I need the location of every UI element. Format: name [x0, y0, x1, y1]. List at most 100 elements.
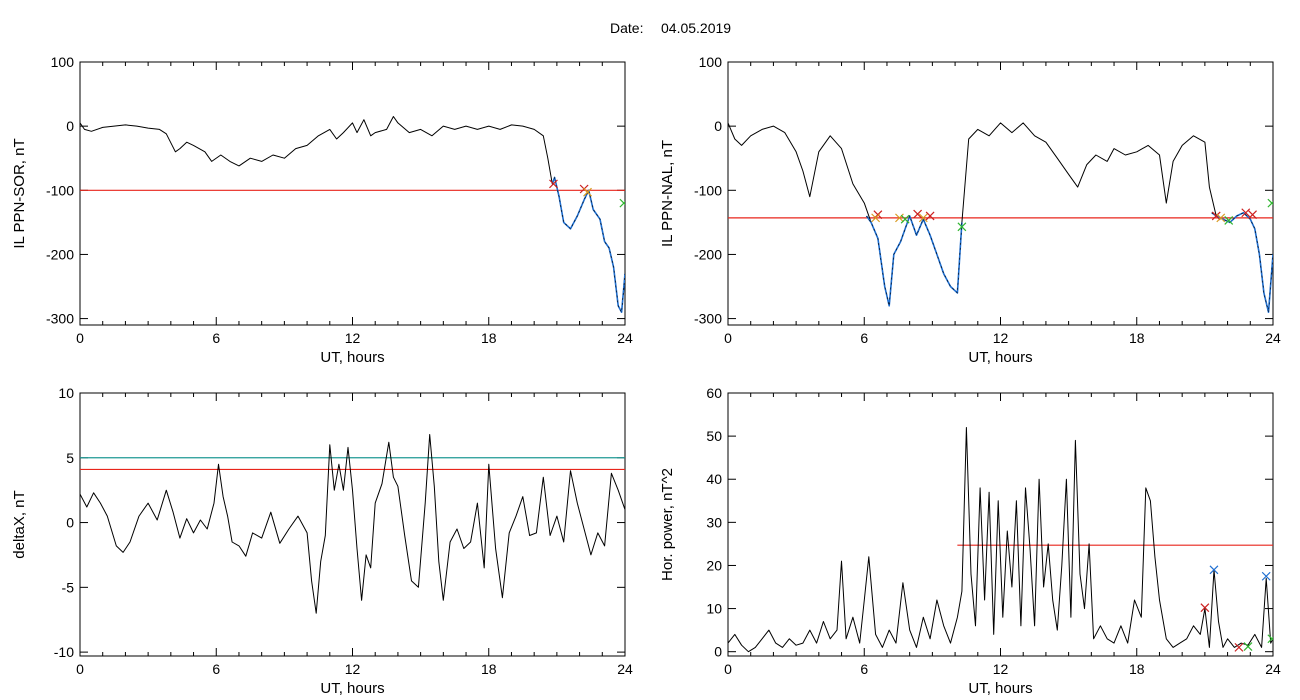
il-ppn-nal-data-layer: [728, 122, 1273, 314]
deltax-xtick-label: 24: [617, 661, 633, 677]
il-ppn-nal-series-line: [728, 122, 1273, 313]
il-ppn-sor-event-marker: [549, 179, 558, 189]
il-ppn-nal-event-marker-stroke: [1216, 213, 1226, 223]
il-ppn-nal-event-marker-stroke: [1248, 210, 1257, 220]
deltax-xlabel: UT, hours: [320, 680, 384, 697]
il-ppn-nal-event-segment-dash: [1211, 212, 1273, 313]
il-ppn-nal-event-marker: [1216, 213, 1226, 223]
il-ppn-nal-xlabel: UT, hours: [968, 349, 1032, 366]
il-ppn-nal-event-marker: [957, 222, 967, 232]
hor-power-event-marker-stroke: [1261, 571, 1271, 581]
hor-power-ytick-label: 50: [706, 428, 722, 444]
il-ppn-sor-xlabel: UT, hours: [320, 349, 384, 366]
hor-power-plot-frame: [727, 392, 1274, 657]
deltax-ytick-label: -10: [54, 644, 74, 660]
figure-title-prefix: Date:: [610, 20, 643, 36]
hor-power-series-line: [728, 427, 1273, 653]
hor-power-ytick-label: 20: [706, 557, 722, 573]
il-ppn-nal-event-marker: [925, 211, 935, 221]
hor-power-event-marker: [1243, 642, 1253, 651]
il-ppn-nal-ytick-label: -200: [694, 246, 722, 262]
il-ppn-sor-event-segment: [551, 176, 625, 314]
il-ppn-sor-ytick-label: -300: [46, 311, 74, 327]
il-ppn-nal-event-marker: [918, 213, 928, 223]
il-ppn-nal-event-marker: [871, 213, 881, 223]
deltax-xtick-label: 18: [481, 661, 497, 677]
hor-power-event-marker: [1261, 571, 1271, 581]
il-ppn-nal-event-marker-stroke: [1211, 211, 1221, 221]
il-ppn-nal-ylabel: IL PPN-NAL, nT: [659, 140, 676, 247]
il-ppn-nal-event-marker-stroke: [871, 213, 881, 223]
il-ppn-nal-event-marker-stroke: [957, 222, 967, 232]
hor-power-event-marker-stroke: [1209, 565, 1219, 575]
il-ppn-nal-event-marker: [1267, 198, 1273, 208]
hor-power-event-marker: [1200, 603, 1210, 613]
il-ppn-sor-ytick-label: 100: [51, 54, 75, 70]
hor-power-xtick-label: 0: [724, 661, 732, 677]
il-ppn-sor-event-segment-dash: [552, 176, 625, 314]
deltax-ytick-label: 10: [58, 385, 74, 401]
deltax-xtick-label: 12: [345, 661, 361, 677]
deltax-ytick-label: 0: [66, 515, 74, 531]
panel-il-ppn-nal: 0 6 12 18 24 100 0 -100 -200 -300 UT, hours IL PPN-…: [659, 54, 1281, 366]
il-ppn-nal-event-marker-stroke: [1241, 208, 1251, 218]
hor-power-xlabel: UT, hours: [968, 680, 1032, 697]
panel-deltax: 0 6 12 18 24 10 5 0 -5 -10 UT, hours deltaX, nT: [11, 385, 633, 697]
il-ppn-nal-event-segment-dash: [866, 215, 963, 306]
il-ppn-nal-event-marker: [1248, 210, 1257, 220]
il-ppn-nal-xtick-label: 12: [993, 330, 1009, 346]
il-ppn-nal-ytick-label: -300: [694, 311, 722, 327]
il-ppn-nal-event-marker-stroke: [913, 209, 923, 219]
deltax-xtick-label: 6: [212, 661, 220, 677]
il-ppn-sor-data-layer: [80, 116, 625, 314]
hor-power-xtick-label: 6: [860, 661, 868, 677]
il-ppn-nal-xtick-label: 24: [1265, 330, 1281, 346]
il-ppn-sor-xtick-label: 24: [617, 330, 633, 346]
il-ppn-nal-event-marker: [895, 213, 904, 223]
il-ppn-nal-ytick-label: -100: [694, 182, 722, 198]
il-ppn-nal-xtick-label: 0: [724, 330, 732, 346]
deltax-ytick-label: 5: [66, 450, 74, 466]
il-ppn-nal-event-marker: [1241, 208, 1251, 218]
il-ppn-sor-plot-frame: [79, 61, 626, 326]
hor-power-xtick-label: 12: [993, 661, 1009, 677]
deltax-ylabel: deltaX, nT: [11, 490, 28, 558]
il-ppn-sor-xtick-label: 18: [481, 330, 497, 346]
il-ppn-sor-event-marker-stroke: [619, 201, 625, 208]
hor-power-event-marker: [1234, 642, 1244, 652]
il-ppn-nal-event-marker-stroke: [1224, 216, 1234, 225]
il-ppn-sor-event-marker: [583, 187, 592, 197]
hor-power-event-marker: [1209, 565, 1219, 575]
hor-power-event-marker-stroke: [1243, 642, 1253, 651]
panel-hor-power: 0 6 12 18 24 60 50 40 30 20 10 0 UT, hours Hor. power…: [659, 385, 1281, 697]
il-ppn-nal-event-marker-stroke: [925, 211, 935, 221]
il-ppn-nal-xtick-label: 18: [1129, 330, 1145, 346]
hor-power-xtick-label: 24: [1265, 661, 1281, 677]
il-ppn-sor-xtick-label: 0: [76, 330, 84, 346]
panel-il-ppn-sor: 0 6 12 18 24 100 0 -100 -200 -300 UT, hours IL PPN-…: [11, 54, 633, 366]
il-ppn-nal-xtick-label: 6: [860, 330, 868, 346]
il-ppn-nal-event-marker: [900, 214, 910, 224]
hor-power-event-marker-stroke: [1200, 603, 1210, 613]
figure-title-date: 04.05.2019: [661, 20, 731, 36]
deltax-data-layer: [80, 434, 625, 614]
hor-power-xtick-label: 18: [1129, 661, 1145, 677]
il-ppn-nal-event-marker: [913, 209, 923, 219]
il-ppn-nal-ytick-label: 0: [714, 118, 722, 134]
hor-power-ylabel: Hor. power, nT^2: [659, 468, 676, 581]
hor-power-ytick-label: 60: [706, 385, 722, 401]
il-ppn-nal-event-marker-stroke: [1267, 201, 1273, 208]
il-ppn-sor-ylabel: IL PPN-SOR, nT: [11, 138, 28, 248]
il-ppn-sor-event-marker-stroke: [549, 179, 558, 189]
il-ppn-sor-event-marker: [619, 198, 625, 208]
il-ppn-nal-event-segment: [1211, 211, 1273, 314]
deltax-xtick-label: 0: [76, 661, 84, 677]
il-ppn-nal-event-marker: [1224, 216, 1234, 225]
il-ppn-sor-event-marker-stroke: [583, 187, 592, 197]
il-ppn-sor-ytick-label: -200: [46, 246, 74, 262]
il-ppn-nal-event-marker-stroke: [918, 213, 928, 223]
deltax-plot-frame: [79, 392, 626, 657]
il-ppn-sor-xtick-label: 12: [345, 330, 361, 346]
hor-power-ytick-label: 10: [706, 601, 722, 617]
